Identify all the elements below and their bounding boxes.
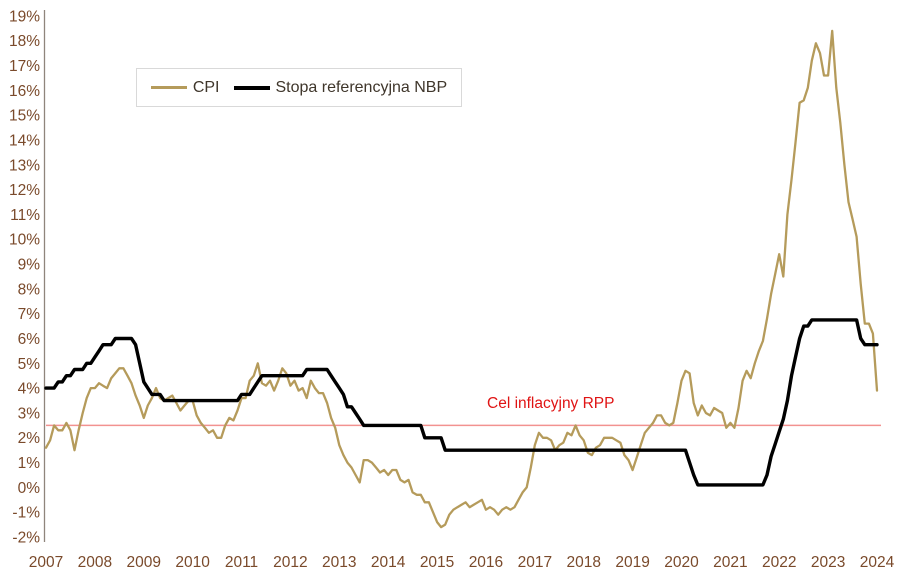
x-tick-label: 2013 (322, 554, 356, 571)
y-tick-label: 11% (10, 207, 40, 224)
x-tick-label: 2011 (225, 554, 258, 571)
x-tick-label: 2024 (860, 554, 895, 571)
x-tick-label: 2015 (420, 554, 454, 571)
y-tick-label: 6% (18, 331, 41, 348)
y-tick-label: -1% (12, 505, 40, 522)
nbp-rate-line (44, 318, 879, 487)
x-tick-label: 2019 (615, 554, 649, 571)
x-tick-label: 2023 (811, 554, 845, 571)
x-tick-label: 2012 (273, 554, 307, 571)
y-tick-label: 14% (9, 132, 40, 149)
x-tick-label: 2017 (518, 554, 552, 571)
y-tick-label: 5% (18, 356, 41, 373)
x-tick-label: 2009 (127, 554, 161, 571)
y-tick-label: 0% (18, 480, 41, 497)
legend: CPI Stopa referencyjna NBP (136, 68, 462, 107)
y-tick-label: 8% (18, 281, 41, 298)
x-tick-label: 2014 (371, 554, 406, 571)
x-tick-label: 2018 (566, 554, 600, 571)
cpi-line (44, 29, 879, 529)
x-tick-label: 2016 (469, 554, 503, 571)
y-tick-label: -2% (12, 529, 40, 546)
nbp-rate-line-swatch (233, 85, 270, 90)
y-tick-label: 4% (18, 381, 41, 398)
y-tick-label: 19% (9, 8, 40, 25)
inflation-target-label: Cel inflacyjny RPP (487, 395, 615, 412)
y-tick-label: 16% (9, 83, 40, 100)
y-tick-label: 13% (9, 157, 40, 174)
y-tick-label: 2% (18, 430, 41, 447)
y-tick-label: 7% (18, 306, 41, 323)
y-tick-label: 12% (9, 182, 40, 199)
x-tick-label: 2022 (762, 554, 796, 571)
y-tick-label: 17% (9, 58, 40, 75)
legend-label-nbp: Stopa referencyjna NBP (275, 78, 448, 96)
x-tick-label: 2007 (29, 554, 63, 571)
y-tick-label: 10% (9, 232, 40, 249)
legend-label-cpi: CPI (192, 78, 220, 96)
x-tick-label: 2020 (664, 554, 699, 571)
x-tick-label: 2021 (713, 554, 747, 571)
cpi-line-swatch (150, 86, 187, 89)
x-tick-label: 2010 (175, 554, 210, 571)
legend-item-cpi: CPI (150, 78, 220, 97)
x-tick-label: 2008 (78, 554, 112, 571)
y-tick-label: 18% (9, 33, 40, 50)
legend-item-nbp: Stopa referencyjna NBP (233, 78, 448, 97)
y-tick-label: 15% (9, 108, 40, 125)
y-tick-label: 9% (18, 257, 41, 274)
y-tick-label: 1% (18, 455, 41, 472)
y-tick-label: 3% (18, 405, 41, 422)
